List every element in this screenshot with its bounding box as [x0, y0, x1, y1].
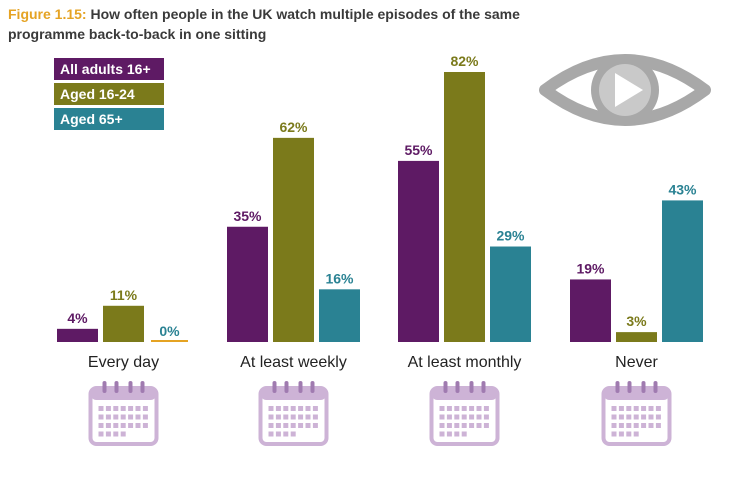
eye-play-icon — [539, 54, 711, 126]
data-label: 43% — [668, 181, 697, 197]
bar — [398, 160, 439, 342]
calendar-icons — [88, 381, 672, 446]
category-label: Every day — [88, 354, 159, 371]
data-label: 19% — [576, 260, 605, 276]
bar — [273, 137, 314, 342]
data-label: 3% — [626, 313, 647, 329]
data-label: 82% — [450, 53, 479, 69]
legend-all-adults: All adults 16+ — [54, 58, 164, 80]
calendar-icon — [601, 381, 672, 446]
data-label: 35% — [233, 208, 262, 224]
data-label: 16% — [325, 270, 354, 286]
data-label: 55% — [404, 142, 433, 158]
data-label: 11% — [110, 287, 138, 303]
bar — [319, 289, 360, 342]
category-label: Never — [615, 354, 658, 371]
figure-label: Figure 1.15: — [8, 6, 87, 22]
legend: All adults 16+ Aged 16-24 Aged 65+ — [54, 58, 164, 133]
data-label: 0% — [159, 323, 180, 339]
category-label: At least weekly — [240, 354, 347, 371]
legend-aged-16-24: Aged 16-24 — [54, 83, 164, 105]
bar — [570, 279, 611, 342]
bar — [57, 328, 98, 342]
data-label: 4% — [67, 310, 88, 326]
bar — [444, 72, 485, 342]
bar — [103, 305, 144, 342]
data-label: 62% — [279, 119, 308, 135]
bar — [616, 332, 657, 342]
bars-group: 4% 11% 0%Every day 35% 62% 16% At least weekly… — [57, 53, 703, 371]
bar — [490, 246, 531, 342]
calendar-icon — [258, 381, 329, 446]
chart-title: Figure 1.15: How often people in the UK … — [8, 4, 528, 44]
title-text: How often people in the UK watch multipl… — [8, 6, 520, 42]
bar — [227, 226, 268, 342]
legend-aged-65-plus: Aged 65+ — [54, 108, 164, 130]
calendar-icon — [88, 381, 159, 446]
data-label: 29% — [496, 228, 525, 244]
bar — [662, 200, 703, 342]
category-label: At least monthly — [408, 354, 522, 371]
calendar-icon — [429, 381, 500, 446]
